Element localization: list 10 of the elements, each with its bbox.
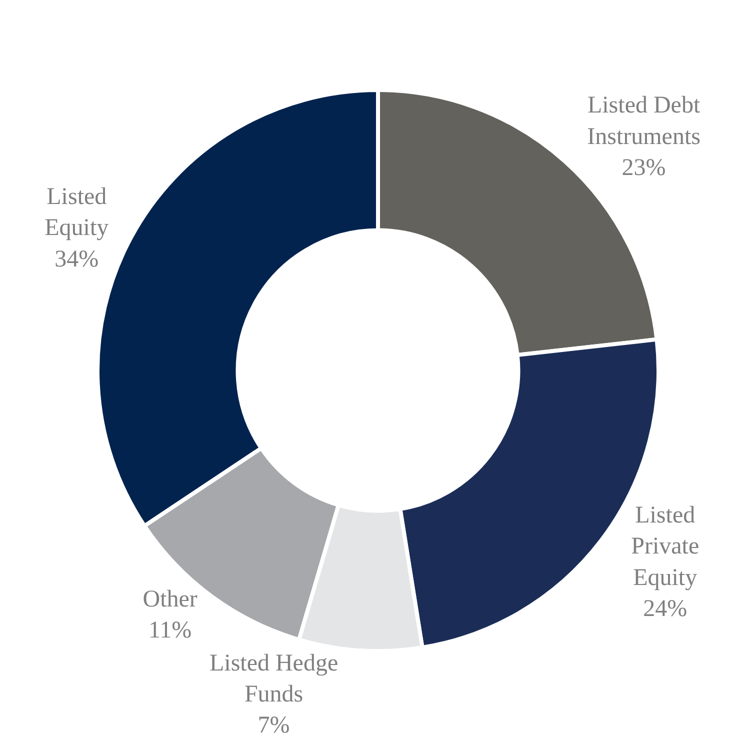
slice-label: Other <box>142 586 198 612</box>
data-label: 34% <box>54 246 99 272</box>
slice-label: Listed Private Equity <box>631 502 700 591</box>
data-label: 7% <box>258 712 290 739</box>
data-label: 23% <box>622 155 666 182</box>
slice-label: Listed Equity <box>44 184 109 242</box>
data-label: 11% <box>148 618 192 644</box>
data-label: 24% <box>643 596 688 622</box>
slice-label: Listed Debt Instruments <box>587 92 700 150</box>
slice-label: Listed Hedge Funds <box>209 650 338 708</box>
